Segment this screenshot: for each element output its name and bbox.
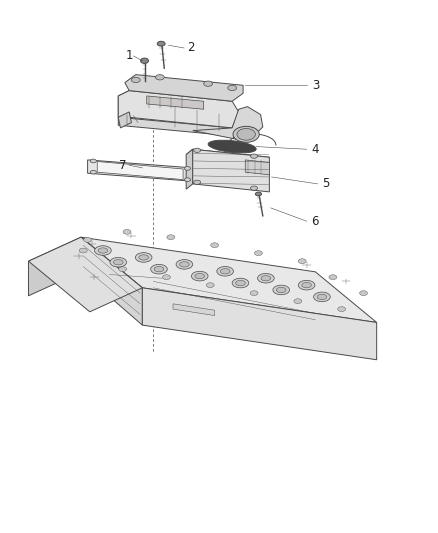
Text: 2: 2 — [187, 42, 194, 54]
Text: 1: 1 — [125, 50, 133, 62]
Ellipse shape — [233, 126, 259, 142]
Text: 7: 7 — [119, 159, 127, 172]
Ellipse shape — [261, 276, 271, 281]
Polygon shape — [118, 117, 232, 136]
Ellipse shape — [276, 287, 286, 293]
Polygon shape — [245, 160, 269, 175]
Ellipse shape — [329, 275, 337, 279]
Ellipse shape — [167, 235, 175, 240]
Ellipse shape — [317, 294, 327, 300]
Ellipse shape — [184, 178, 191, 181]
Ellipse shape — [228, 85, 237, 91]
Polygon shape — [193, 107, 263, 140]
Text: 6: 6 — [311, 215, 319, 228]
Polygon shape — [118, 112, 131, 128]
Ellipse shape — [141, 58, 148, 63]
Ellipse shape — [217, 266, 233, 276]
Polygon shape — [147, 96, 204, 109]
Ellipse shape — [250, 291, 258, 295]
Ellipse shape — [90, 171, 96, 174]
Ellipse shape — [232, 278, 249, 288]
Polygon shape — [142, 288, 377, 360]
Ellipse shape — [90, 159, 96, 163]
Ellipse shape — [208, 140, 256, 153]
Ellipse shape — [113, 260, 123, 265]
Ellipse shape — [139, 255, 148, 260]
Ellipse shape — [184, 166, 191, 171]
Ellipse shape — [123, 229, 131, 235]
Polygon shape — [81, 237, 142, 325]
Ellipse shape — [155, 75, 164, 80]
Ellipse shape — [162, 275, 170, 279]
Polygon shape — [88, 160, 193, 181]
Ellipse shape — [302, 282, 311, 288]
Text: 3: 3 — [312, 79, 319, 92]
Polygon shape — [28, 237, 142, 312]
Polygon shape — [186, 149, 269, 163]
Polygon shape — [125, 75, 243, 101]
Ellipse shape — [294, 298, 302, 304]
Ellipse shape — [251, 186, 258, 190]
Ellipse shape — [273, 285, 290, 295]
Polygon shape — [28, 237, 81, 296]
Ellipse shape — [95, 246, 111, 255]
Ellipse shape — [258, 273, 274, 283]
Ellipse shape — [176, 260, 193, 269]
Polygon shape — [118, 91, 239, 128]
Ellipse shape — [211, 243, 219, 247]
Ellipse shape — [151, 264, 167, 274]
Polygon shape — [81, 237, 377, 322]
Ellipse shape — [98, 248, 108, 253]
Ellipse shape — [180, 262, 189, 267]
Ellipse shape — [314, 292, 330, 302]
Ellipse shape — [360, 291, 367, 295]
Ellipse shape — [254, 251, 262, 256]
Ellipse shape — [135, 253, 152, 262]
Polygon shape — [193, 149, 269, 192]
Ellipse shape — [195, 273, 205, 279]
Ellipse shape — [131, 77, 140, 83]
Ellipse shape — [251, 154, 258, 158]
Ellipse shape — [194, 148, 201, 152]
Ellipse shape — [237, 128, 255, 140]
Ellipse shape — [191, 271, 208, 281]
Ellipse shape — [119, 266, 127, 272]
Polygon shape — [118, 91, 129, 117]
Ellipse shape — [220, 269, 230, 274]
Text: 4: 4 — [311, 143, 319, 156]
Ellipse shape — [338, 307, 346, 311]
Ellipse shape — [298, 280, 315, 290]
Ellipse shape — [255, 192, 261, 196]
Polygon shape — [173, 304, 215, 316]
Ellipse shape — [154, 266, 164, 272]
Ellipse shape — [110, 257, 127, 267]
Ellipse shape — [236, 280, 245, 286]
Ellipse shape — [194, 180, 201, 184]
Ellipse shape — [79, 248, 87, 253]
Ellipse shape — [204, 81, 212, 86]
Ellipse shape — [298, 259, 306, 264]
Ellipse shape — [206, 282, 214, 288]
Ellipse shape — [157, 41, 165, 46]
Ellipse shape — [84, 237, 92, 242]
Text: 5: 5 — [323, 177, 330, 190]
Polygon shape — [97, 161, 183, 180]
Polygon shape — [186, 149, 193, 189]
